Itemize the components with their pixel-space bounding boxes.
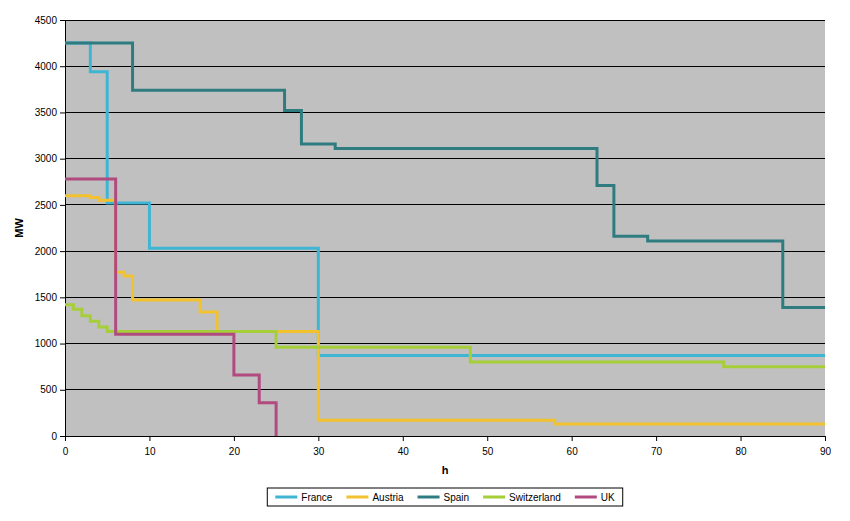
legend-label: Spain: [444, 492, 470, 503]
x-tick: 70: [651, 436, 663, 457]
plot-area: [65, 20, 825, 436]
grid-line: [65, 343, 825, 344]
legend-label: Austria: [372, 492, 404, 503]
legend-item: Spain: [418, 492, 470, 503]
y-tick: 4500: [35, 15, 65, 26]
legend-item: Switzerland: [483, 492, 561, 503]
x-tick: 30: [313, 436, 325, 457]
y-tick: 1000: [35, 338, 65, 349]
y-tick: 1500: [35, 292, 65, 303]
y-axis-line: [60, 21, 66, 437]
y-tick: 4000: [35, 61, 65, 72]
y-tick-label: 3500: [35, 107, 58, 118]
lines: [65, 43, 825, 436]
x-tick-label: 90: [820, 446, 832, 457]
y-tick: 2500: [35, 200, 65, 211]
y-tick: 3500: [35, 107, 65, 118]
grid-line: [65, 20, 825, 21]
x-tick-label: 80: [735, 446, 747, 457]
legend-label: France: [301, 492, 333, 503]
y-tick: 3000: [35, 153, 65, 164]
series-line: [65, 196, 825, 424]
y-tick-mark: [60, 251, 65, 252]
y-tick-mark: [60, 20, 65, 21]
series-line: [65, 179, 276, 436]
y-tick-mark: [60, 205, 65, 206]
grid: [65, 20, 825, 436]
x-tick-label: 0: [63, 446, 69, 457]
x-tick-mark: [234, 436, 235, 441]
y-tick: 2000: [35, 246, 65, 257]
legend-item: Austria: [346, 492, 404, 503]
y-tick-label: 500: [40, 384, 57, 395]
legend-swatch: [575, 496, 597, 499]
x-tick: 40: [398, 436, 410, 457]
x-tick-mark: [572, 436, 573, 441]
y-tick-mark: [60, 297, 65, 298]
y-tick-label: 2500: [35, 200, 58, 211]
legend-box: [267, 488, 622, 506]
x-tick-label: 30: [313, 446, 325, 457]
x-tick-label: 20: [229, 446, 241, 457]
x-tick-label: 40: [398, 446, 410, 457]
y-tick-mark: [60, 436, 65, 437]
y-tick-mark: [60, 112, 65, 113]
y-tick-mark: [60, 390, 65, 391]
x-tick: 60: [567, 436, 579, 457]
legend-swatch: [418, 496, 440, 499]
x-tick-mark: [741, 436, 742, 441]
x-tick-mark: [656, 436, 657, 441]
series-line: [65, 43, 825, 307]
legend-swatch: [483, 496, 505, 499]
legend-item: UK: [575, 492, 615, 503]
legend-item: France: [275, 492, 333, 503]
legend-swatch: [346, 496, 368, 499]
x-tick-mark: [825, 436, 826, 441]
x-tick-mark: [149, 436, 150, 441]
grid-line: [65, 251, 825, 252]
grid-line: [65, 204, 825, 205]
grid-line: [65, 158, 825, 159]
background: [0, 0, 850, 521]
y-tick-mark: [60, 66, 65, 67]
x-tick-label: 50: [482, 446, 494, 457]
x-tick: 0: [63, 436, 69, 457]
x-axis-title: h: [442, 464, 449, 476]
x-tick: 20: [229, 436, 241, 457]
series-line: [65, 43, 825, 355]
y-tick: 500: [40, 384, 65, 395]
y-tick-label: 4000: [35, 61, 58, 72]
y-axis: 0 500 1000 1500 2000 2500 3000 3500 4000 4500: [35, 15, 66, 442]
y-tick-label: 4500: [35, 15, 58, 26]
x-axis-line: [66, 437, 826, 442]
y-tick-mark: [60, 344, 65, 345]
legend-label: UK: [601, 492, 615, 503]
x-tick-label: 70: [651, 446, 663, 457]
x-tick-mark: [403, 436, 404, 441]
grid-line: [65, 389, 825, 390]
grid-line: [65, 66, 825, 67]
x-tick-mark: [487, 436, 488, 441]
y-tick-label: 0: [51, 431, 57, 442]
y-axis-title: MW: [13, 218, 25, 238]
y-tick-label: 1500: [35, 292, 58, 303]
legend: France Austria Spain Switzerland UK: [267, 488, 622, 506]
legend-label: Switzerland: [509, 492, 561, 503]
x-tick-label: 60: [567, 446, 579, 457]
y-tick-label: 1000: [35, 338, 58, 349]
x-tick: 10: [144, 436, 156, 457]
x-tick: 50: [482, 436, 494, 457]
grid-line: [65, 112, 825, 113]
y-tick-mark: [60, 159, 65, 160]
x-tick-mark: [318, 436, 319, 441]
y-tick-label: 3000: [35, 153, 58, 164]
x-axis: 0 10 20 30 40 50 60 70 80 90: [63, 436, 832, 457]
legend-swatch: [275, 496, 297, 499]
x-tick: 80: [735, 436, 747, 457]
grid-line: [65, 297, 825, 298]
x-tick-label: 10: [144, 446, 156, 457]
y-tick: 0: [51, 431, 65, 442]
y-tick-label: 2000: [35, 246, 58, 257]
x-tick: 90: [820, 436, 832, 457]
